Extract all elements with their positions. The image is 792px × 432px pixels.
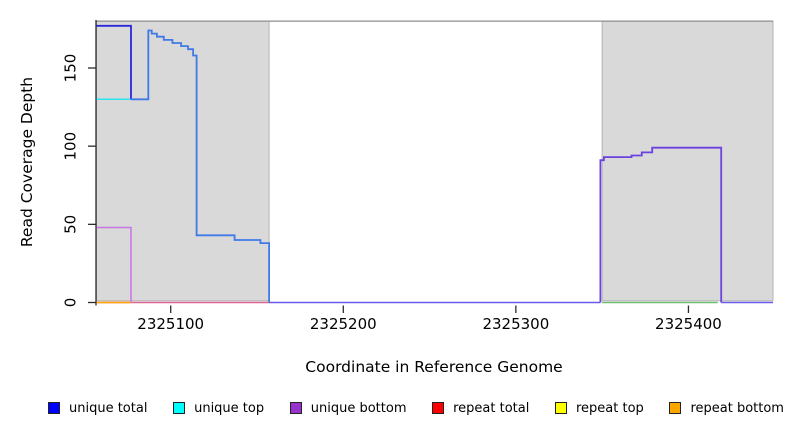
y-tick-label: 0 xyxy=(62,298,80,308)
legend-label: repeat top xyxy=(576,400,644,416)
legend-label: unique bottom xyxy=(310,400,407,416)
legend-item-unique-bottom: unique bottom xyxy=(289,400,407,416)
legend: unique total unique top unique bottom repea… xyxy=(48,397,784,419)
legend-label: repeat total xyxy=(453,400,530,416)
x-tick-label: 2325100 xyxy=(137,315,204,333)
legend-swatch-icon xyxy=(289,402,302,414)
legend-swatch-icon xyxy=(669,402,682,414)
legend-swatch-icon xyxy=(173,402,186,414)
legend-swatch-icon xyxy=(555,402,567,414)
legend-item-repeat-bottom: repeat bottom xyxy=(669,401,784,416)
x-tick-label: 2325400 xyxy=(655,315,722,333)
legend-swatch-icon xyxy=(48,402,60,414)
series-unique-total-left xyxy=(96,24,132,100)
y-tick-label: 150 xyxy=(62,54,80,83)
y-tick-label: 50 xyxy=(62,215,80,234)
masked-region xyxy=(96,20,270,302)
y-axis-title: Read Coverage Depth xyxy=(18,76,36,248)
masked-region xyxy=(601,20,774,302)
legend-item-repeat-top: repeat top xyxy=(555,401,644,416)
legend-label: unique total xyxy=(69,400,148,416)
legend-label: repeat bottom xyxy=(690,400,784,416)
y-tick-label: 100 xyxy=(62,132,80,161)
series-unique-total-main xyxy=(131,29,271,303)
legend-swatch-icon xyxy=(432,402,445,414)
legend-item-unique-total: unique total xyxy=(48,401,147,416)
x-tick-label: 2325300 xyxy=(482,315,549,333)
legend-label: unique top xyxy=(194,400,265,416)
legend-item-unique-top: unique top xyxy=(173,401,264,416)
x-axis-title: Coordinate in Reference Genome xyxy=(305,358,563,376)
legend-item-repeat-total: repeat total xyxy=(432,401,529,416)
series-unique-bottom-left xyxy=(96,226,132,303)
series-unique-bottom-right xyxy=(599,146,723,303)
x-tick-label: 2325200 xyxy=(310,315,377,333)
